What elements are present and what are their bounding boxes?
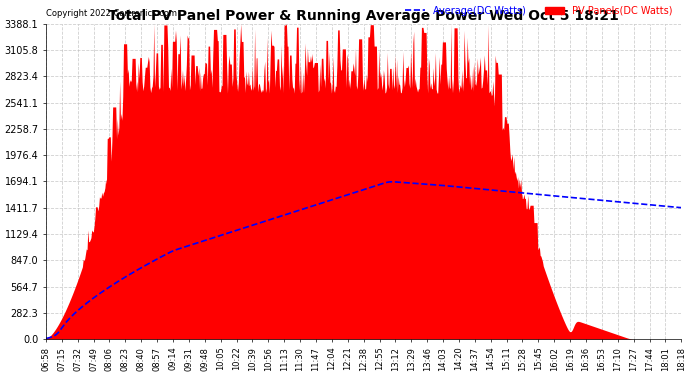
Text: Copyright 2022 Cartronics.com: Copyright 2022 Cartronics.com: [46, 9, 177, 18]
Legend: Average(DC Watts), PV Panels(DC Watts): Average(DC Watts), PV Panels(DC Watts): [402, 2, 676, 20]
Title: Total PV Panel Power & Running Average Power Wed Oct 5 18:21: Total PV Panel Power & Running Average P…: [108, 9, 619, 22]
